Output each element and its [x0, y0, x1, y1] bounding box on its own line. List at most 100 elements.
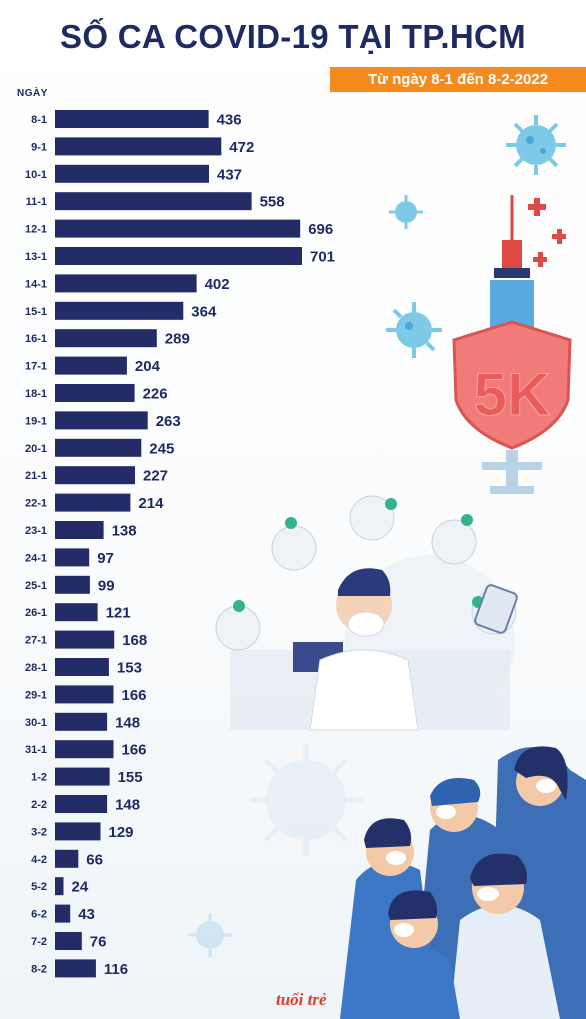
bar-value-label: 138 — [112, 523, 137, 540]
category-tick-label: 3-2 — [31, 826, 47, 838]
bar — [55, 685, 114, 704]
bar — [55, 822, 101, 841]
bar — [55, 164, 209, 183]
bar — [55, 301, 184, 320]
shield-text: 5K — [474, 361, 551, 428]
publisher-logo: tuổi trẻ — [276, 990, 327, 1009]
bar-value-label: 245 — [149, 440, 174, 457]
bar — [55, 384, 135, 402]
bar-value-label: 214 — [138, 495, 164, 512]
bar — [55, 932, 82, 950]
category-tick-label: 14-1 — [25, 278, 47, 290]
bar — [55, 548, 90, 567]
bar — [55, 603, 98, 622]
shield-5k-icon: 5K — [452, 320, 572, 450]
bar-value-label: 99 — [98, 577, 115, 594]
bar-value-label: 116 — [104, 961, 128, 978]
bar-value-label: 166 — [122, 742, 147, 759]
bar-value-label: 24 — [72, 879, 89, 896]
category-tick-label: 4-2 — [31, 854, 47, 866]
bar-value-label: 437 — [217, 166, 242, 183]
category-tick-label: 25-1 — [25, 580, 47, 592]
bar — [55, 438, 142, 457]
virus-icon — [386, 302, 442, 358]
category-tick-label: 12-1 — [25, 224, 47, 236]
bar — [55, 575, 90, 594]
category-tick-label: 31-1 — [25, 744, 47, 756]
bar-value-label: 97 — [97, 550, 114, 567]
bar-value-label: 66 — [86, 851, 103, 868]
bar — [55, 411, 148, 430]
bar — [55, 767, 110, 786]
bar-value-label: 204 — [135, 358, 161, 375]
category-tick-label: 24-1 — [25, 552, 47, 564]
bar-value-label: 43 — [78, 906, 95, 923]
virus-icon — [250, 744, 362, 856]
bar — [55, 740, 114, 759]
bar — [55, 137, 222, 156]
bar — [55, 658, 109, 676]
bar-value-label: 263 — [156, 413, 181, 430]
category-tick-label: 5-2 — [31, 881, 47, 893]
bar — [55, 521, 104, 539]
bar-value-label: 227 — [143, 468, 168, 485]
bar — [55, 274, 197, 293]
category-tick-label: 7-2 — [31, 936, 47, 948]
category-tick-label: 15-1 — [25, 306, 47, 318]
bar-value-label: 701 — [310, 249, 335, 266]
bar — [55, 466, 135, 485]
bar-value-label: 696 — [308, 221, 333, 238]
bar — [55, 904, 71, 923]
bar-value-label: 558 — [260, 194, 285, 211]
bar-value-label: 289 — [165, 331, 190, 348]
bar — [55, 795, 108, 813]
category-tick-label: 27-1 — [25, 635, 47, 647]
virus-icon — [188, 913, 232, 957]
category-tick-label: 9-1 — [31, 141, 47, 153]
virus-icon — [506, 115, 566, 175]
doctor-illustration — [215, 495, 518, 731]
category-tick-label: 6-2 — [31, 909, 47, 921]
people-illustration — [340, 746, 586, 1019]
category-tick-label: 22-1 — [25, 498, 47, 510]
bar — [55, 356, 127, 375]
category-tick-label: 8-1 — [31, 114, 47, 126]
bar — [55, 110, 209, 128]
bar-value-label: 364 — [191, 303, 217, 320]
bar — [55, 849, 79, 868]
category-tick-label: 8-2 — [31, 963, 47, 975]
bar-value-label: 402 — [205, 276, 230, 293]
bar-value-label: 155 — [118, 769, 143, 786]
chart-title: SỐ CA COVID-19 TẠI TP.HCM — [60, 18, 526, 55]
bar-value-label: 129 — [109, 824, 134, 841]
bar-value-label: 472 — [229, 139, 254, 156]
category-tick-label: 16-1 — [25, 333, 47, 345]
category-tick-label: 28-1 — [25, 662, 47, 674]
category-tick-label: 20-1 — [25, 443, 47, 455]
virus-icon — [389, 195, 423, 229]
y-axis-label: NGÀY — [17, 88, 48, 99]
bar-value-label: 153 — [117, 660, 142, 677]
bar-value-label: 148 — [115, 797, 140, 814]
bar-value-label: 436 — [217, 112, 242, 129]
bar-value-label: 148 — [115, 714, 140, 731]
category-tick-label: 1-2 — [31, 772, 47, 784]
category-tick-label: 30-1 — [25, 717, 47, 729]
category-tick-label: 11-1 — [26, 196, 47, 208]
bar — [55, 630, 115, 649]
category-tick-label: 26-1 — [25, 607, 47, 619]
category-tick-label: 2-2 — [31, 799, 47, 811]
category-tick-label: 10-1 — [25, 169, 47, 181]
bar — [55, 329, 157, 348]
bar — [55, 192, 252, 211]
date-range-badge: Từ ngày 8-1 đến 8-2-2022 — [330, 67, 586, 92]
bar — [55, 877, 64, 896]
bar — [55, 959, 96, 978]
bar — [55, 712, 108, 731]
category-tick-label: 21-1 — [25, 470, 47, 482]
category-tick-label: 19-1 — [25, 415, 47, 427]
bar — [55, 493, 131, 512]
bar-value-label: 76 — [90, 934, 107, 951]
bar-value-label: 166 — [122, 687, 147, 704]
